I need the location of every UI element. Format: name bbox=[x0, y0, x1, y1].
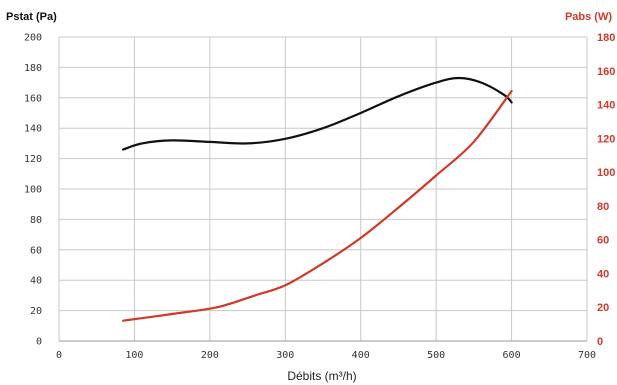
y-left-tick-label: 160 bbox=[24, 93, 42, 104]
x-tick-label: 500 bbox=[427, 350, 445, 361]
y-left-tick-label: 40 bbox=[30, 276, 42, 287]
x-tick-label: 300 bbox=[276, 350, 294, 361]
x-tick-label: 0 bbox=[56, 350, 62, 361]
y-left-tick-label: 20 bbox=[30, 306, 42, 317]
y-left-tick-label: 60 bbox=[30, 245, 42, 256]
y-right-tick-label: 20 bbox=[597, 302, 609, 314]
left-axis-ticks: 0 20 40 60 80 100 120 140 160 180 200 bbox=[24, 33, 42, 348]
y-left-tick-label: 120 bbox=[24, 154, 42, 165]
series-lines bbox=[122, 76, 513, 322]
x-axis-ticks: 0 100 200 300 400 500 600 700 bbox=[56, 350, 596, 361]
y-right-tick-label: 60 bbox=[597, 235, 609, 247]
y-right-tick-label: 40 bbox=[597, 268, 609, 280]
y-left-tick-label: 80 bbox=[30, 215, 42, 226]
x-tick-label: 100 bbox=[125, 350, 143, 361]
series-line-pstat bbox=[122, 76, 513, 151]
right-axis-ticks: 0 20 40 60 80 100 120 140 160 180 bbox=[597, 32, 615, 348]
y-left-tick-label: 180 bbox=[24, 63, 42, 74]
y-left-tick-label: 140 bbox=[24, 124, 42, 135]
x-tick-label: 200 bbox=[201, 350, 219, 361]
y-right-tick-label: 80 bbox=[597, 201, 609, 213]
x-axis-title: Débits (m³/h) bbox=[287, 369, 356, 383]
grid bbox=[58, 36, 588, 342]
y-left-tick-label: 200 bbox=[24, 33, 42, 44]
y-right-tick-label: 180 bbox=[597, 32, 615, 44]
x-tick-label: 600 bbox=[503, 350, 521, 361]
y-right-tick-label: 100 bbox=[597, 167, 615, 179]
left-axis-title: Pstat (Pa) bbox=[6, 11, 57, 23]
x-tick-label: 400 bbox=[352, 350, 370, 361]
series-line-pabs bbox=[122, 89, 513, 322]
y-right-tick-label: 120 bbox=[597, 133, 615, 145]
x-tick-label: 700 bbox=[578, 350, 596, 361]
y-left-tick-label: 100 bbox=[24, 185, 42, 196]
right-axis-title: Pabs (W) bbox=[565, 11, 612, 23]
y-right-tick-label: 140 bbox=[597, 100, 615, 112]
y-right-tick-label: 160 bbox=[597, 66, 615, 78]
y-left-tick-label: 0 bbox=[36, 337, 42, 348]
y-right-tick-label: 0 bbox=[597, 336, 603, 348]
